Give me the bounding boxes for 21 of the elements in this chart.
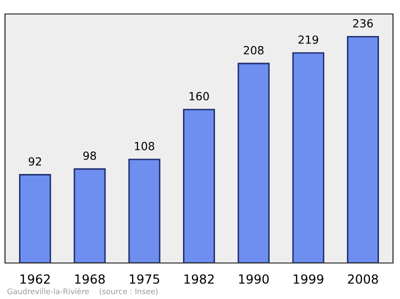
bar [238,62,270,263]
x-tick-label: 1999 [294,274,324,284]
bar [128,158,160,263]
x-tick-label: 1975 [130,274,160,284]
x-tick-label: 1962 [20,274,50,284]
bar [346,36,379,263]
bar [74,168,106,263]
x-tick-label: 1990 [239,274,269,284]
bar [183,108,215,263]
x-tick-label: 2008 [348,274,378,284]
bar [292,52,324,263]
data-label: 92 [28,157,42,166]
x-tick-label: 1968 [75,274,105,284]
bar [19,174,52,263]
x-tick-label: 1982 [184,274,214,284]
data-label: 98 [83,152,96,160]
data-label: 219 [298,35,318,44]
data-label: 208 [244,46,264,54]
data-label: 108 [134,142,154,150]
data-label: 160 [190,92,209,100]
data-label: 236 [353,19,373,28]
